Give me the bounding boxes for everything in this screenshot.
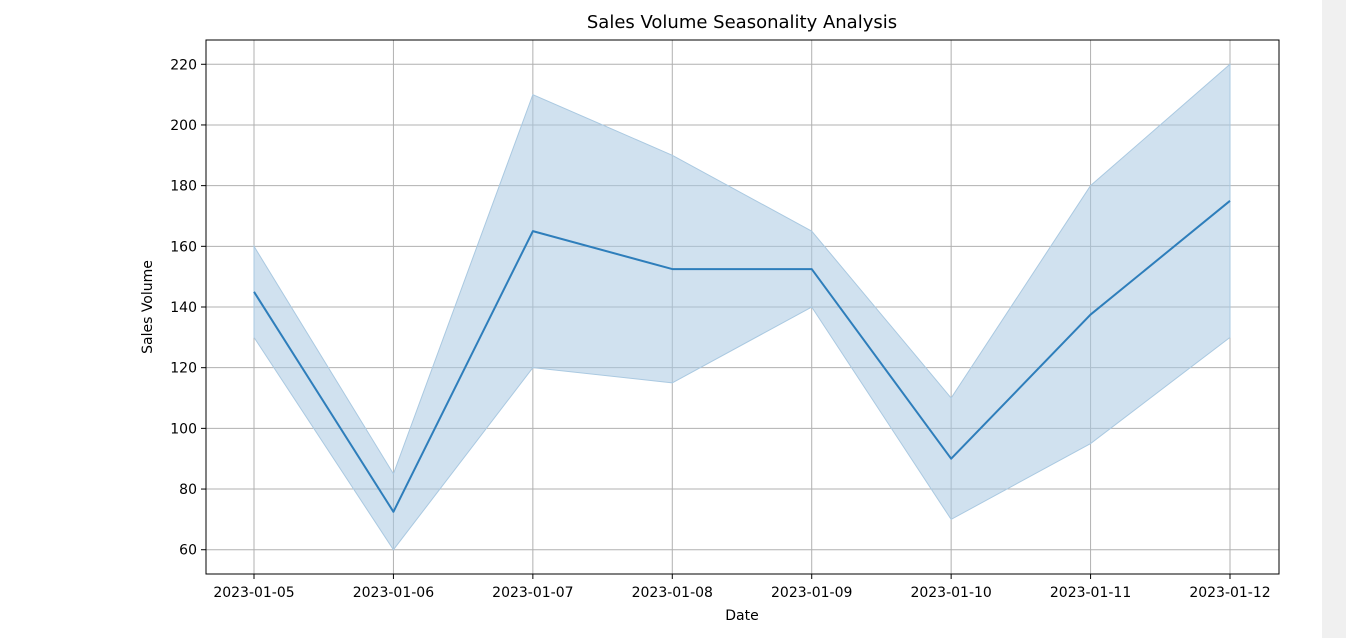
y-tick-label: 200 (170, 118, 197, 134)
x-tick-label: 2023-01-10 (910, 585, 991, 601)
x-tick-label: 2023-01-11 (1050, 585, 1131, 601)
x-tick-label: 2023-01-05 (213, 585, 294, 601)
y-tick-label: 180 (170, 179, 197, 195)
y-tick-label: 160 (170, 239, 197, 255)
x-axis-label: Date (725, 608, 758, 624)
chart-figure: Sales Volume Seasonality Analysis Date S… (140, 12, 1280, 624)
confidence-band (253, 63, 1231, 551)
x-tick-label: 2023-01-09 (771, 585, 852, 601)
x-tick-label: 2023-01-06 (353, 585, 434, 601)
chart-title: Sales Volume Seasonality Analysis (587, 12, 897, 33)
line-chart: Sales Volume Seasonality Analysis Date S… (140, 12, 1280, 624)
y-tick-label: 60 (179, 543, 197, 559)
side-panel (1322, 0, 1346, 638)
y-tick-label: 120 (170, 361, 197, 377)
y-tick-label: 220 (170, 57, 197, 73)
y-tick-label: 100 (170, 421, 197, 437)
plot-frame (205, 39, 1280, 575)
x-tick-label: 2023-01-08 (632, 585, 713, 601)
y-tick-label: 140 (170, 300, 197, 316)
y-axis-label: Sales Volume (140, 260, 156, 354)
sales-volume-line (253, 200, 1231, 513)
tick-layer: 2023-01-05 2023-01-06 2023-01-07 2023-01-08… (170, 57, 1270, 601)
series-line-layer (253, 200, 1231, 513)
confidence-band-layer (253, 63, 1231, 551)
y-tick-label: 80 (179, 482, 197, 498)
x-tick-label: 2023-01-12 (1189, 585, 1270, 601)
x-tick-label: 2023-01-07 (492, 585, 573, 601)
